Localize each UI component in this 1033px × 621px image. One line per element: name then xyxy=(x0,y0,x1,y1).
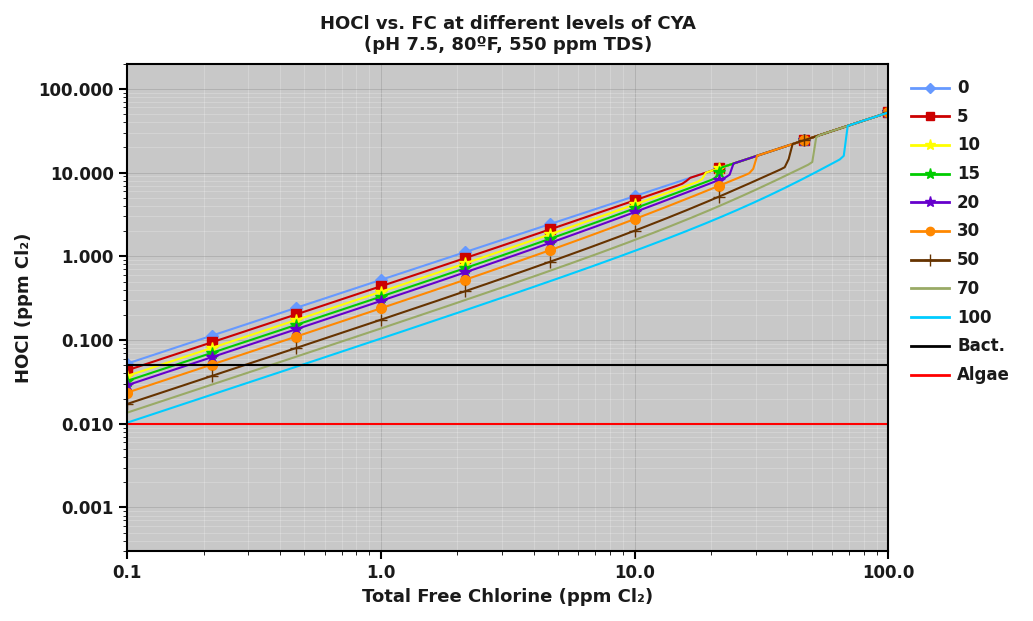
Line: 5: 5 xyxy=(116,109,899,374)
30 xyxy=(893,106,905,113)
70 xyxy=(893,106,905,113)
0 xyxy=(109,364,122,371)
50 xyxy=(853,118,866,125)
70 xyxy=(140,402,153,410)
100 xyxy=(825,160,838,168)
15 xyxy=(893,106,905,113)
5 xyxy=(853,118,866,125)
0 xyxy=(140,353,153,361)
10 xyxy=(140,366,153,373)
5 xyxy=(109,371,122,378)
10 xyxy=(318,307,331,314)
30 xyxy=(109,392,122,400)
100 xyxy=(893,106,905,113)
0 xyxy=(318,295,331,302)
30 xyxy=(157,377,169,384)
20 xyxy=(140,375,153,383)
70 xyxy=(109,413,122,420)
5 xyxy=(255,322,268,330)
10 xyxy=(893,106,905,113)
10 xyxy=(157,361,169,368)
30 xyxy=(825,127,838,135)
Bact. xyxy=(375,361,387,369)
100 xyxy=(853,118,866,125)
100 xyxy=(157,407,169,415)
Line: 100: 100 xyxy=(116,109,899,427)
15 xyxy=(853,118,866,125)
Line: 15: 15 xyxy=(116,109,899,385)
100 xyxy=(140,412,153,420)
100 xyxy=(255,374,268,382)
50 xyxy=(893,106,905,113)
10 xyxy=(109,376,122,384)
Line: 50: 50 xyxy=(116,109,899,408)
Legend: 0, 5, 10, 15, 20, 30, 50, 70, 100, Bact., Algae: 0, 5, 10, 15, 20, 30, 50, 70, 100, Bact.… xyxy=(904,71,1018,392)
70 xyxy=(255,365,268,372)
20 xyxy=(893,106,905,113)
70 xyxy=(318,343,331,351)
100 xyxy=(318,354,331,361)
10 xyxy=(825,127,838,135)
100 xyxy=(109,423,122,430)
15 xyxy=(157,365,169,373)
50 xyxy=(157,389,169,396)
15 xyxy=(140,371,153,378)
50 xyxy=(255,356,268,363)
Line: 20: 20 xyxy=(116,109,899,389)
50 xyxy=(825,127,838,135)
Line: 70: 70 xyxy=(116,109,899,417)
20 xyxy=(853,118,866,125)
20 xyxy=(109,386,122,393)
20 xyxy=(157,369,169,377)
15 xyxy=(318,312,331,319)
5 xyxy=(318,301,331,309)
50 xyxy=(140,394,153,401)
0 xyxy=(853,118,866,125)
20 xyxy=(255,337,268,345)
5 xyxy=(157,355,169,362)
30 xyxy=(255,345,268,352)
Line: 30: 30 xyxy=(116,109,899,396)
30 xyxy=(853,118,866,125)
5 xyxy=(825,127,838,135)
70 xyxy=(157,397,169,405)
X-axis label: Total Free Chlorine (ppm Cl₂): Total Free Chlorine (ppm Cl₂) xyxy=(363,588,653,606)
50 xyxy=(318,335,331,342)
20 xyxy=(825,127,838,135)
0 xyxy=(825,127,838,135)
10 xyxy=(853,118,866,125)
0 xyxy=(893,106,905,113)
70 xyxy=(853,118,866,125)
Line: 10: 10 xyxy=(116,109,899,380)
Algae xyxy=(375,420,387,427)
15 xyxy=(255,333,268,340)
50 xyxy=(109,404,122,412)
5 xyxy=(140,360,153,368)
15 xyxy=(825,127,838,135)
70 xyxy=(825,127,838,135)
30 xyxy=(318,324,331,331)
30 xyxy=(140,383,153,390)
10 xyxy=(255,328,268,335)
20 xyxy=(318,316,331,324)
Line: 0: 0 xyxy=(116,109,899,368)
Y-axis label: HOCl (ppm Cl₂): HOCl (ppm Cl₂) xyxy=(15,232,33,383)
5 xyxy=(893,106,905,113)
Title: HOCl vs. FC at different levels of CYA
(pH 7.5, 80ºF, 550 ppm TDS): HOCl vs. FC at different levels of CYA (… xyxy=(320,15,695,54)
0 xyxy=(157,348,169,356)
15 xyxy=(109,381,122,389)
0 xyxy=(255,315,268,323)
